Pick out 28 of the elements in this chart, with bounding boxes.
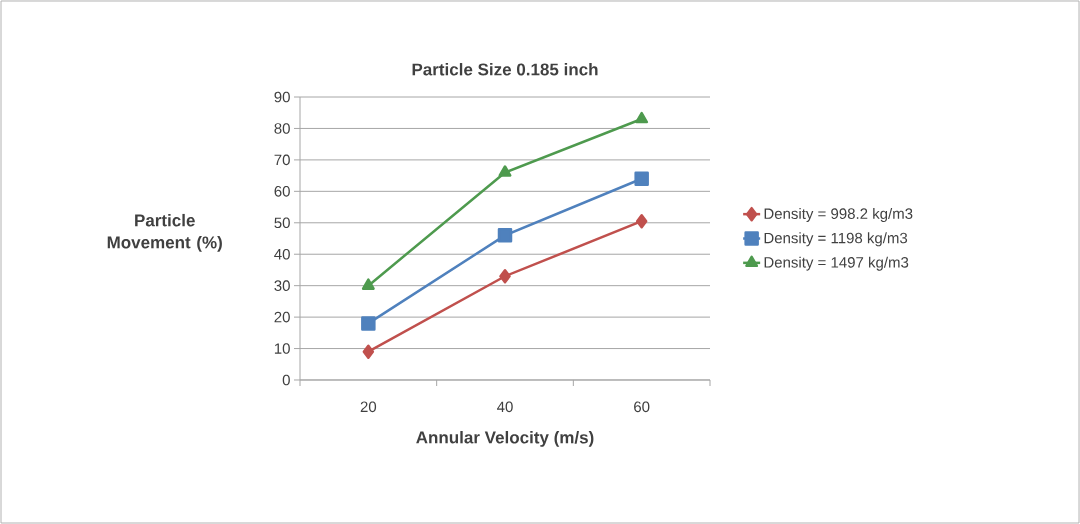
y-tick-label: 20 <box>274 311 290 323</box>
point <box>497 228 513 243</box>
x-axis-title: Annular Velocity (m/s) <box>416 430 594 447</box>
y-axis-title: Particle Movement (%) <box>107 213 222 252</box>
legend-label: Density = 1497 kg/m3 <box>764 256 909 271</box>
point <box>635 111 649 124</box>
point <box>634 171 649 187</box>
point <box>498 165 512 177</box>
y-tick-label: 80 <box>274 123 290 134</box>
y-tick-label: 90 <box>274 91 290 103</box>
x-tick-label: 60 <box>634 401 650 413</box>
y-tick-label: 50 <box>274 217 290 229</box>
y-tick-label: 60 <box>274 186 290 197</box>
x-tick-label: 20 <box>360 401 377 413</box>
legend-label: Density = 1198 kg/m3 <box>764 232 908 247</box>
y-tick-label: 70 <box>274 154 290 166</box>
y-tick-label: 40 <box>274 248 290 260</box>
x-tick-label: 40 <box>497 401 513 413</box>
point <box>361 278 375 290</box>
point <box>635 213 648 229</box>
point <box>362 344 375 359</box>
chart-title: Particle Size 0.185 inch <box>412 63 598 76</box>
legend-label: Density = 998.2 kg/m3 <box>764 207 913 222</box>
y-tick-label: 10 <box>274 343 290 354</box>
point <box>361 316 376 331</box>
y-tick-label: 0 <box>282 374 290 386</box>
point <box>499 268 511 284</box>
y-tick-label: 30 <box>274 280 290 291</box>
